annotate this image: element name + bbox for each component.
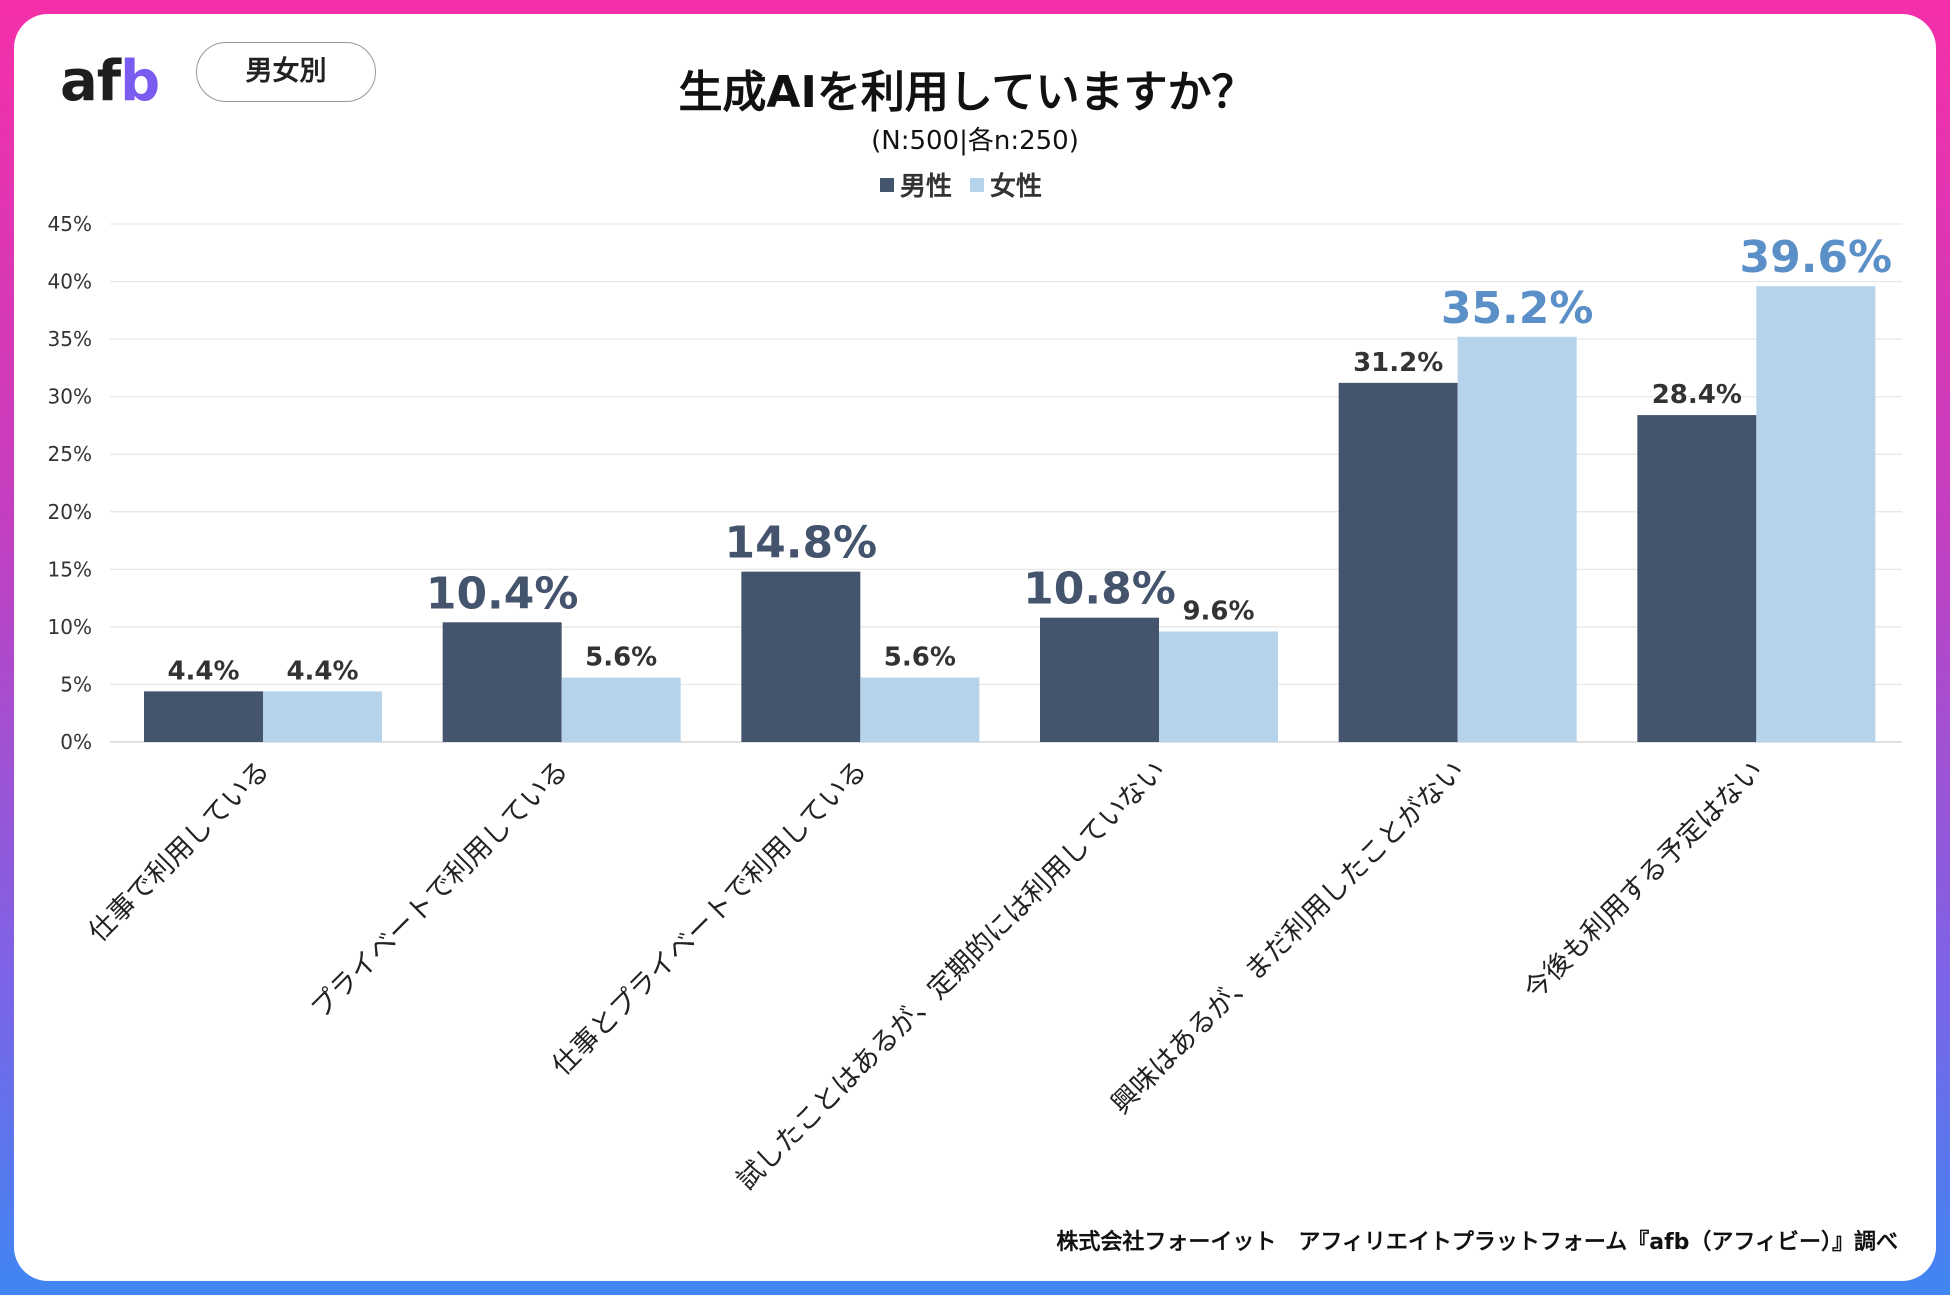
bar-male xyxy=(1040,617,1159,742)
bar-female xyxy=(1457,336,1577,742)
logo-text-b: b xyxy=(120,49,160,114)
legend: 男性 女性 xyxy=(880,166,1050,203)
data-label-male: 31.2% xyxy=(1353,348,1443,378)
y-tick-label: 40% xyxy=(48,270,92,294)
bar-female xyxy=(860,677,980,742)
x-category-label: 今後も利用する予定はない xyxy=(1518,755,1769,1006)
bar-male xyxy=(144,691,263,742)
data-label-male: 28.4% xyxy=(1652,380,1742,410)
legend-swatch-male xyxy=(880,177,894,192)
legend-item-male: 男性 xyxy=(880,166,952,203)
data-label-female: 5.6% xyxy=(585,643,657,673)
bar-male xyxy=(741,571,861,742)
y-tick-label: 0% xyxy=(60,730,92,754)
data-label-female: 39.6% xyxy=(1740,232,1893,283)
y-tick-label: 15% xyxy=(48,557,92,581)
bar-female xyxy=(263,691,382,742)
bar-male xyxy=(442,622,562,742)
afb-logo: afb xyxy=(60,49,160,114)
legend-item-female: 女性 xyxy=(970,166,1042,203)
data-label-female: 4.4% xyxy=(286,656,358,686)
y-tick-label: 20% xyxy=(48,500,92,524)
data-label-male: 10.8% xyxy=(1023,564,1176,615)
chart-subtitle: (N:500|各n:250) xyxy=(871,126,1079,156)
bar-female xyxy=(561,677,681,742)
legend-label-male: 男性 xyxy=(900,172,953,202)
logo-text-af: af xyxy=(60,49,121,114)
data-label-male: 14.8% xyxy=(725,518,878,569)
bar-male xyxy=(1637,415,1757,742)
bar-male xyxy=(1338,382,1458,742)
y-tick-label: 45% xyxy=(48,212,92,236)
legend-swatch-female xyxy=(970,177,985,192)
data-label-female: 9.6% xyxy=(1182,596,1254,626)
y-tick-label: 35% xyxy=(48,327,92,351)
chart-title: 生成AIを利用していますか？ xyxy=(678,67,1256,118)
data-label-male: 10.4% xyxy=(426,568,579,619)
y-tick-label: 10% xyxy=(48,615,92,639)
gender-tag: 男女別 xyxy=(196,42,376,102)
bar-female xyxy=(1756,286,1876,742)
x-category-label: 仕事とプライベートで利用している xyxy=(546,755,873,1082)
data-label-female: 35.2% xyxy=(1441,283,1594,334)
y-tick-label: 5% xyxy=(60,672,92,696)
source-credit: 株式会社フォーイット アフィリエイトプラットフォーム『afb（アフィビー）』調べ xyxy=(1056,1230,1898,1255)
x-category-label: プライベートで利用している xyxy=(305,755,575,1025)
x-category-label: 仕事で利用している xyxy=(83,755,276,948)
chart-card xyxy=(14,14,1936,1281)
x-category-label: 興味はあるが、まだ利用したことがない xyxy=(1105,755,1470,1120)
y-tick-label: 30% xyxy=(48,385,92,409)
y-tick-label: 25% xyxy=(48,442,92,466)
data-label-male: 4.4% xyxy=(167,656,239,686)
bar-female xyxy=(1159,631,1278,742)
legend-label-female: 女性 xyxy=(990,172,1043,202)
data-label-female: 5.6% xyxy=(884,643,956,673)
